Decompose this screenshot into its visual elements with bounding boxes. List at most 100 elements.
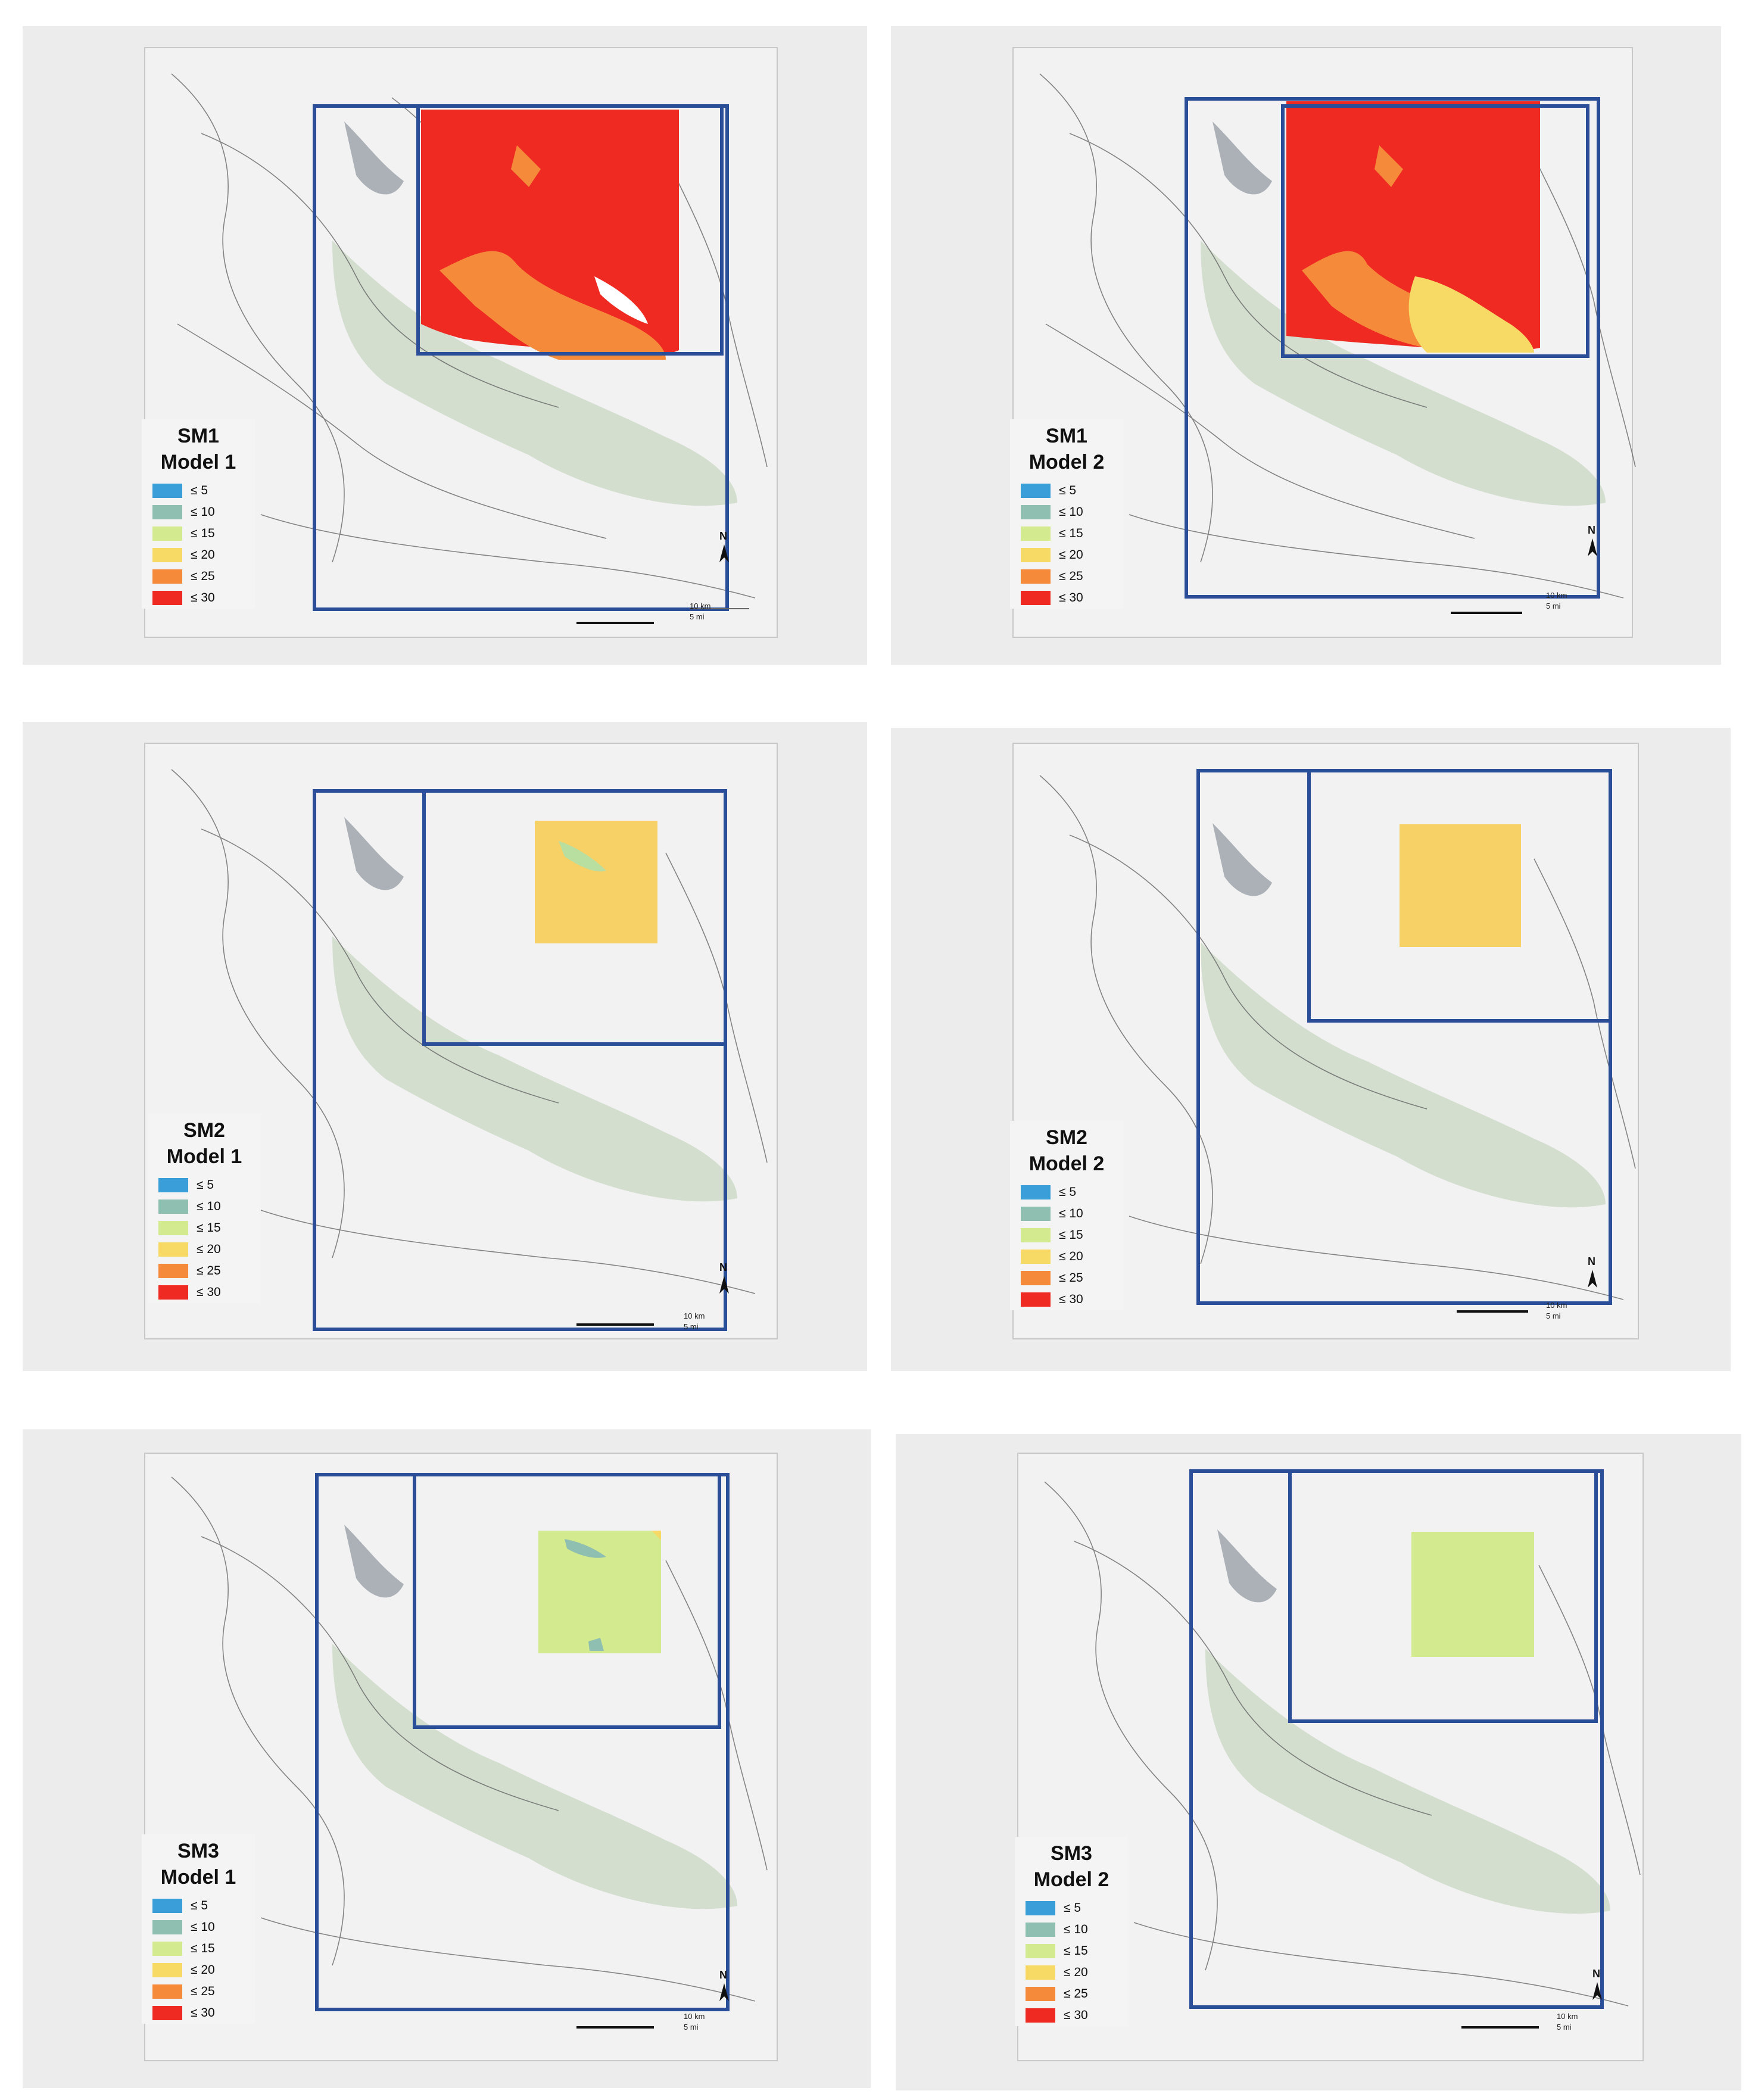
- north-arrow-label: N: [719, 1261, 727, 1273]
- legend-swatch: [1021, 569, 1051, 584]
- scale-mi-label: 5 mi: [690, 612, 705, 621]
- legend-label: ≤ 25: [1059, 1271, 1083, 1285]
- legend-item: ≤ 15: [1010, 1225, 1123, 1246]
- legend-label: ≤ 5: [191, 1899, 208, 1912]
- legend-label: ≤ 5: [1064, 1901, 1081, 1915]
- legend-item: ≤ 30: [1010, 587, 1123, 609]
- legend-item: ≤ 10: [1010, 1203, 1123, 1225]
- legend-swatch: [1021, 505, 1051, 519]
- legend-title: SM2 Model 2: [1010, 1121, 1123, 1182]
- legend-swatch: [158, 1178, 188, 1192]
- legend-swatch: [152, 2006, 182, 2020]
- north-arrow-label: N: [719, 530, 727, 542]
- legend-swatch: [158, 1221, 188, 1235]
- legend-item: ≤ 25: [1010, 566, 1123, 587]
- legend-label: ≤ 30: [1059, 591, 1083, 605]
- legend-swatch: [1026, 1965, 1055, 1980]
- legend-title-line: SM2: [183, 1119, 225, 1142]
- legend: SM1 Model 1 ≤ 5 ≤ 10 ≤ 15 ≤ 20 ≤ 25 ≤ 30: [142, 419, 255, 609]
- scale-km-label: 10 km: [690, 602, 711, 610]
- legend-item: ≤ 5: [142, 480, 255, 501]
- legend-label: ≤ 20: [1059, 548, 1083, 562]
- legend-title-line: SM1: [1046, 425, 1087, 447]
- legend-swatch: [1021, 1271, 1051, 1285]
- legend-swatch: [1026, 1923, 1055, 1937]
- legend-swatch: [158, 1285, 188, 1300]
- legend-label: ≤ 20: [1064, 1965, 1088, 1979]
- legend-label: ≤ 5: [1059, 484, 1077, 497]
- legend-label: ≤ 10: [197, 1199, 221, 1213]
- legend-item: ≤ 15: [148, 1217, 261, 1239]
- legend-swatch: [152, 505, 182, 519]
- legend-item: ≤ 10: [148, 1196, 261, 1217]
- legend-item: ≤ 10: [1010, 501, 1123, 523]
- legend-title-line: Model 2: [1028, 451, 1105, 473]
- scale-km-label: 10 km: [1546, 1301, 1567, 1310]
- scale-mi-label: 5 mi: [1546, 602, 1561, 610]
- legend-item: ≤ 30: [142, 2002, 255, 2024]
- legend-swatch: [1021, 526, 1051, 541]
- legend-swatch: [1021, 548, 1051, 562]
- legend-item: ≤ 25: [1015, 1983, 1128, 2005]
- legend-swatch: [1021, 1207, 1051, 1221]
- legend-item: ≤ 25: [1010, 1267, 1123, 1289]
- legend-item: ≤ 20: [1010, 544, 1123, 566]
- legend-item: ≤ 10: [142, 1917, 255, 1938]
- legend-title-line: SM3: [177, 1840, 219, 1862]
- legend-swatch: [1021, 591, 1051, 605]
- north-arrow-label: N: [1592, 1968, 1600, 1980]
- legend-label: ≤ 20: [197, 1242, 221, 1256]
- legend-item: ≤ 15: [1015, 1940, 1128, 1962]
- map-panel-sm1-model1: N 10 km 5 mi SM1 Model 1 ≤ 5 ≤ 10 ≤ 15 ≤ …: [23, 26, 867, 665]
- legend-swatch: [152, 1963, 182, 1977]
- legend-item: ≤ 5: [1010, 1182, 1123, 1203]
- legend-swatch: [1026, 2008, 1055, 2023]
- map-panel-sm2-model2: N 10 km 5 mi SM2 Model 2 ≤ 5 ≤ 10 ≤ 15 ≤ …: [891, 728, 1731, 1371]
- legend-label: ≤ 15: [191, 1942, 215, 1955]
- legend-swatch: [1021, 1250, 1051, 1264]
- legend-item: ≤ 5: [1010, 480, 1123, 501]
- legend-item: ≤ 30: [1015, 2005, 1128, 2026]
- legend-title-line: Model 2: [1033, 1868, 1109, 1891]
- legend-item: ≤ 20: [142, 544, 255, 566]
- legend-item: ≤ 30: [142, 587, 255, 609]
- legend-title: SM1 Model 1: [142, 419, 255, 480]
- legend-swatch: [152, 526, 182, 541]
- legend-swatch: [152, 484, 182, 498]
- legend-label: ≤ 25: [197, 1264, 221, 1278]
- legend-title-line: Model 2: [1028, 1152, 1105, 1175]
- map-panel-sm3-model1: N 10 km 5 mi SM3 Model 1 ≤ 5 ≤ 10 ≤ 15 ≤ …: [23, 1429, 871, 2088]
- scale-mi-label: 5 mi: [1546, 1311, 1561, 1320]
- legend-item: ≤ 5: [148, 1174, 261, 1196]
- legend-label: ≤ 10: [191, 1920, 215, 1934]
- legend-label: ≤ 20: [1059, 1250, 1083, 1263]
- legend-swatch: [158, 1242, 188, 1257]
- legend-swatch: [1026, 1944, 1055, 1958]
- legend-title-line: Model 1: [160, 1866, 236, 1889]
- legend-item: ≤ 20: [142, 1959, 255, 1981]
- legend-title-line: SM2: [1046, 1126, 1087, 1149]
- legend-label: ≤ 15: [1059, 526, 1083, 540]
- legend-item: ≤ 15: [142, 1938, 255, 1959]
- legend-title-line: Model 1: [160, 451, 236, 473]
- scale-mi-label: 5 mi: [684, 1322, 699, 1331]
- legend: SM3 Model 1 ≤ 5 ≤ 10 ≤ 15 ≤ 20 ≤ 25 ≤ 30: [142, 1834, 255, 2024]
- legend-label: ≤ 15: [1064, 1944, 1088, 1958]
- legend-item: ≤ 25: [142, 566, 255, 587]
- legend-item: ≤ 20: [148, 1239, 261, 1260]
- legend-swatch: [152, 1984, 182, 1999]
- legend-item: ≤ 20: [1015, 1962, 1128, 1983]
- map-panel-sm2-model1: N 10 km 5 mi SM2 Model 1 ≤ 5 ≤ 10 ≤ 15 ≤ …: [23, 722, 867, 1371]
- legend-label: ≤ 20: [191, 1963, 215, 1977]
- legend-label: ≤ 25: [191, 569, 215, 583]
- scale-mi-label: 5 mi: [1557, 2023, 1572, 2032]
- legend-label: ≤ 30: [1059, 1292, 1083, 1306]
- legend: SM2 Model 1 ≤ 5 ≤ 10 ≤ 15 ≤ 20 ≤ 25 ≤ 30: [148, 1114, 261, 1303]
- legend-swatch: [152, 1942, 182, 1956]
- legend-swatch: [152, 569, 182, 584]
- legend-label: ≤ 20: [191, 548, 215, 562]
- legend-swatch: [158, 1199, 188, 1214]
- legend-label: ≤ 30: [1064, 2008, 1088, 2022]
- legend-swatch: [152, 1899, 182, 1913]
- scale-km-label: 10 km: [1557, 2012, 1578, 2021]
